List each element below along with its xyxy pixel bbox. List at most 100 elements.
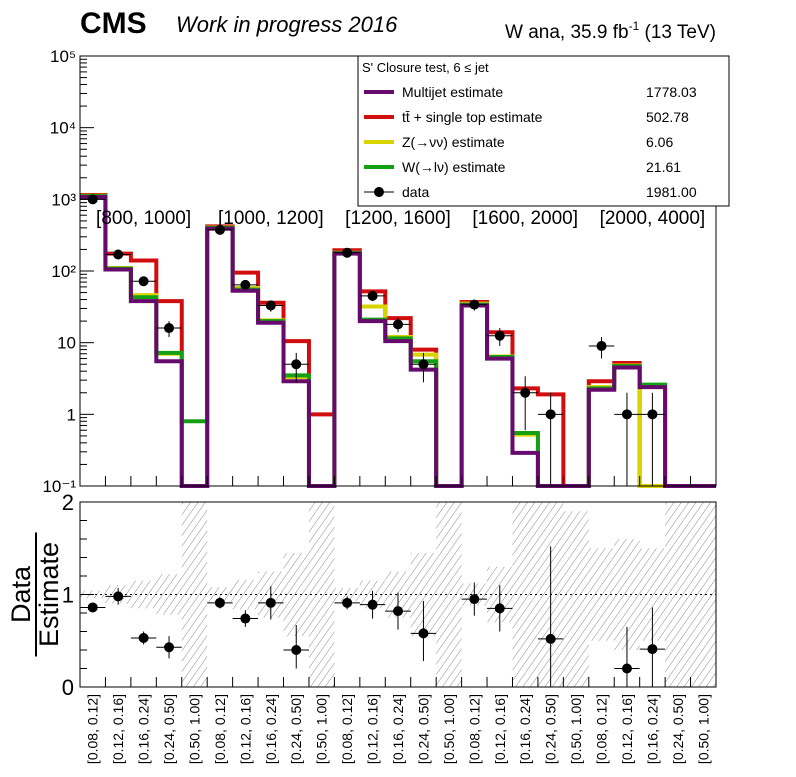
- x-tick-label: [0.12, 0.16]: [492, 694, 508, 764]
- legend-entry-value: 21.61: [646, 159, 681, 175]
- y-tick-label: 10: [57, 334, 76, 353]
- data-point: [214, 224, 225, 235]
- x-tick-label: [0.12, 0.16]: [365, 694, 381, 764]
- data-point: [469, 299, 480, 310]
- group-label: [1600, 2000]: [472, 208, 578, 229]
- x-tick-label: [0.16, 0.24]: [517, 694, 533, 764]
- data-point: [113, 249, 124, 260]
- ratio-y-tick-label: 2: [62, 490, 74, 515]
- x-tick-label: [0.08, 0.12]: [339, 694, 355, 764]
- ratio-point: [367, 599, 378, 610]
- x-tick-label: [0.24, 0.50]: [161, 694, 177, 764]
- y-tick-label: 10²: [51, 262, 76, 281]
- ratio-point: [240, 613, 251, 624]
- ratio-point: [164, 642, 175, 653]
- uncertainty-band: [207, 587, 233, 602]
- ratio-point: [647, 644, 658, 655]
- y-tick-label: 10⁴: [50, 119, 76, 138]
- x-tick-label: [0.12, 0.16]: [110, 694, 126, 764]
- ratio-point: [469, 594, 480, 605]
- data-point: [138, 276, 149, 287]
- y-tick-label: 10³: [51, 190, 76, 209]
- legend-entry-label: Z(→νν) estimate: [402, 134, 505, 150]
- ratio-point: [291, 645, 302, 655]
- legend: S' Closure test, 6 ≤ jet Multijet estimat…: [357, 55, 730, 207]
- data-point: [418, 359, 429, 370]
- ratio-point: [393, 606, 403, 617]
- x-tick-label: [0.50, 1.00]: [568, 694, 584, 764]
- legend-entry-value: 1981.00: [646, 184, 697, 200]
- x-tick-label: [0.24, 0.50]: [543, 694, 559, 764]
- data-point: [520, 387, 531, 398]
- data-point: [393, 319, 403, 330]
- legend-marker-point: [374, 187, 384, 197]
- x-tick-label: [0.16, 0.24]: [136, 694, 152, 764]
- uncertainty-band: [690, 502, 716, 687]
- x-tick-label: [0.16, 0.24]: [390, 694, 406, 764]
- legend-entry-label: data: [402, 184, 429, 200]
- data-point: [367, 290, 378, 301]
- ratio-point: [265, 597, 276, 608]
- y-tick-label: 10⁻¹: [42, 477, 76, 496]
- ratio-point: [494, 603, 505, 614]
- ratio-y-tick-label: 0: [62, 675, 74, 700]
- uncertainty-band: [334, 588, 360, 601]
- ratio-label-numerator: Data: [6, 565, 36, 623]
- ratio-y-tick-label: 1: [62, 583, 74, 608]
- ratio-point: [214, 597, 225, 608]
- ratio-label-denominator: Estimate: [34, 542, 64, 647]
- uncertainty-band: [563, 511, 589, 687]
- x-tick-label: [0.12, 0.16]: [237, 694, 253, 764]
- data-point: [621, 409, 632, 420]
- x-tick-label: [0.16, 0.24]: [263, 694, 279, 764]
- ratio-point: [418, 628, 429, 639]
- data-point: [240, 279, 251, 290]
- x-tick-label: [0.50, 1.00]: [441, 694, 457, 764]
- data-point: [291, 359, 302, 370]
- y-tick-label: 10⁵: [50, 47, 76, 66]
- x-tick-label: [0.50, 1.00]: [314, 694, 330, 764]
- ratio-point: [545, 633, 556, 644]
- lumi-exponent: -1: [629, 19, 640, 33]
- ratio-point: [342, 597, 353, 608]
- group-label: [1000, 1200]: [218, 208, 324, 229]
- x-tick-label: [0.12, 0.16]: [619, 694, 635, 764]
- x-tick-label: [0.50, 1.00]: [695, 694, 711, 764]
- data-point: [647, 409, 658, 420]
- x-tick-label: [0.16, 0.24]: [644, 694, 660, 764]
- x-tick-label: [0.08, 0.12]: [85, 694, 101, 764]
- x-tick-label: [0.24, 0.50]: [288, 694, 304, 764]
- data-point: [596, 340, 607, 351]
- group-label: [2000, 4000]: [600, 208, 706, 229]
- ratio-point: [87, 602, 98, 613]
- x-tick-label: [0.08, 0.12]: [594, 694, 610, 764]
- data-point: [494, 330, 505, 341]
- x-axis-tick-labels: [0.08, 0.12] [0.12, 0.16] [0.16, 0.24] [0.2…: [85, 694, 712, 764]
- uncertainty-band: [130, 580, 157, 609]
- group-label: [1200, 1600]: [345, 208, 451, 229]
- legend-box: [357, 55, 730, 207]
- ratio-point: [138, 632, 149, 643]
- group-label: [800, 1000]: [96, 208, 191, 229]
- data-point: [342, 247, 353, 258]
- data-point: [545, 409, 556, 420]
- legend-entry-label: W(→lν) estimate: [402, 159, 506, 175]
- legend-entry-value: 502.78: [646, 109, 689, 125]
- uncertainty-band: [436, 502, 462, 687]
- series-line-3: [80, 194, 716, 488]
- legend-entry-label: tt̄ + single top estimate: [402, 109, 543, 125]
- x-tick-label: [0.08, 0.12]: [466, 694, 482, 764]
- lumi-prefix: W ana, 35.9 fb: [505, 22, 629, 43]
- x-tick-label: [0.08, 0.12]: [212, 694, 228, 764]
- x-tick-label: [0.24, 0.50]: [670, 694, 686, 764]
- y-tick-label: 1: [67, 405, 76, 424]
- ratio-point: [113, 591, 124, 602]
- legend-title: S' Closure test, 6 ≤ jet: [362, 60, 489, 75]
- x-tick-label: [0.50, 1.00]: [186, 694, 202, 764]
- status-label: Work in progress 2016: [176, 12, 398, 37]
- legend-entry-value: 1778.03: [646, 84, 697, 100]
- data-point: [265, 300, 276, 311]
